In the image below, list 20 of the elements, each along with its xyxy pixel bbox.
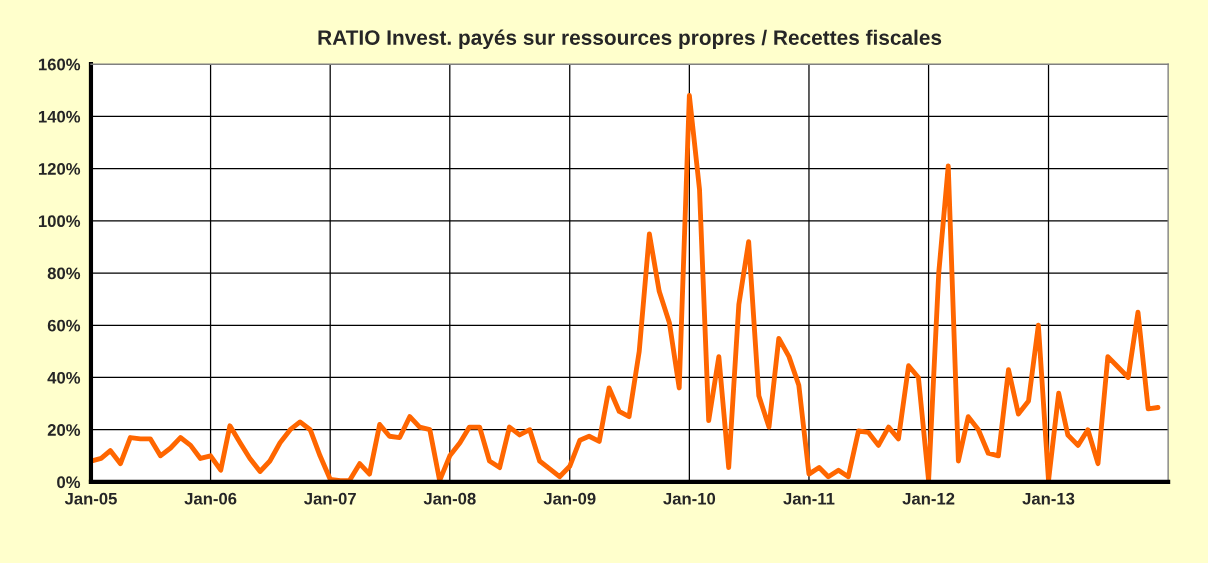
x-tick-label: Jan-09 — [543, 492, 596, 505]
x-tick-label: Jan-08 — [423, 492, 476, 505]
y-tick-label: 20% — [47, 424, 81, 436]
x-tick-label: Jan-05 — [64, 492, 117, 505]
x-tick-label: Jan-11 — [783, 492, 835, 505]
x-tick-label: Jan-13 — [1022, 492, 1075, 505]
y-tick-label: 120% — [38, 163, 81, 175]
y-tick-label: 80% — [47, 267, 81, 280]
line-series — [90, 93, 1161, 482]
x-tick-label: Jan-07 — [304, 492, 356, 505]
x-tick-label: Jan-06 — [184, 492, 237, 505]
y-tick-label: 40% — [47, 371, 81, 384]
y-tick-label: 60% — [47, 319, 81, 332]
chart-title: RATIO Invest. payés sur ressources propres / Recettes fiscales — [318, 29, 942, 50]
y-tick-label: 160% — [38, 58, 81, 71]
y-tick-label: 140% — [38, 110, 81, 123]
x-tick-label: Jan-10 — [663, 492, 716, 505]
x-tick-label: Jan-12 — [902, 492, 955, 505]
y-tick-label: 0% — [57, 476, 81, 489]
y-tick-label: 100% — [38, 215, 81, 228]
